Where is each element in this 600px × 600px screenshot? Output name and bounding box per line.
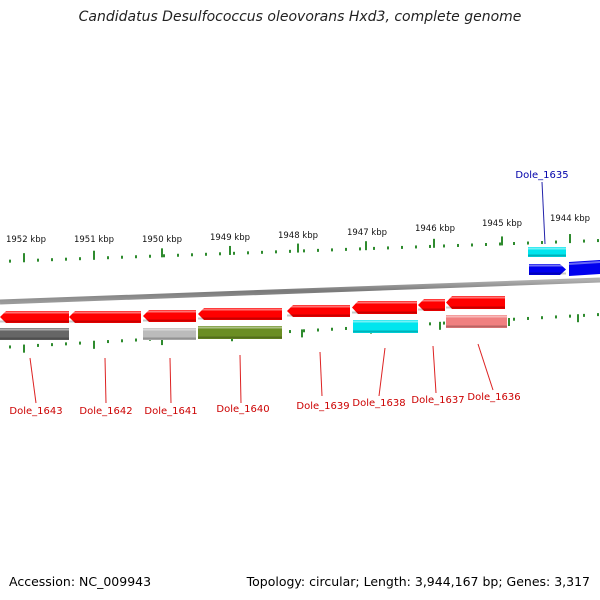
gene-labels: Dole_1643 Dole_1642 Dole_1641 Dole_1640 Dole… — [9, 170, 568, 417]
gene-arrow — [529, 264, 566, 275]
gene-label[interactable]: Dole_1635 — [515, 170, 568, 181]
gene-arrow — [143, 328, 196, 340]
kbp-scale-labels: 1952 kbp 1951 kbp 1950 kbp 1949 kbp 1948 kbp… — [6, 214, 590, 245]
kbp-label: 1945 kbp — [482, 219, 522, 229]
gene-arrow — [353, 320, 418, 333]
gene-highlight — [568, 261, 600, 265]
label-leader — [319, 351, 323, 397]
gene-label[interactable]: Dole_1636 — [467, 392, 520, 403]
label-leader — [432, 345, 437, 394]
accession-text: Accession: NC_009943 — [9, 574, 152, 589]
genome-summary: Topology: circular; Length: 3,944,167 bp… — [246, 574, 590, 589]
kbp-label: 1948 kbp — [278, 231, 318, 241]
gene-label[interactable]: Dole_1638 — [352, 398, 405, 409]
kbp-label: 1944 kbp — [550, 214, 590, 224]
gene-arrow — [569, 260, 600, 276]
gene-arrow — [69, 311, 141, 323]
gene-arrow — [143, 310, 196, 322]
gene-arrow — [446, 296, 505, 309]
gene-arrow — [0, 328, 69, 340]
label-leader — [169, 357, 172, 404]
kbp-label: 1952 kbp — [6, 235, 46, 245]
label-leader — [477, 343, 494, 391]
outer-tick-ring — [9, 234, 599, 263]
kbp-label: 1951 kbp — [74, 235, 114, 245]
label-leader — [104, 357, 107, 404]
label-leader — [541, 181, 546, 245]
label-leader — [239, 354, 242, 404]
kbp-label: 1946 kbp — [415, 224, 455, 234]
gene-features — [0, 247, 600, 340]
gene-arrow — [418, 299, 445, 311]
gene-arrow — [198, 326, 282, 339]
gene-label[interactable]: Dole_1637 — [411, 395, 464, 406]
gene-arrow — [0, 311, 69, 323]
kbp-label: 1950 kbp — [142, 235, 182, 245]
kbp-label: 1947 kbp — [347, 228, 387, 238]
gene-arrow — [528, 247, 566, 257]
genome-backbone — [0, 277, 600, 305]
gene-label[interactable]: Dole_1641 — [144, 406, 197, 417]
gene-label[interactable]: Dole_1639 — [296, 401, 349, 412]
gene-label[interactable]: Dole_1640 — [216, 404, 269, 415]
gene-arrow — [352, 301, 417, 314]
gene-arrow — [287, 305, 350, 317]
gene-label[interactable]: Dole_1643 — [9, 406, 62, 417]
gene-arrow — [198, 308, 282, 320]
label-leader — [29, 357, 37, 404]
gene-label[interactable]: Dole_1642 — [79, 406, 132, 417]
map-title: Candidatus Desulfococcus oleovorans Hxd3… — [78, 9, 522, 25]
kbp-label: 1949 kbp — [210, 233, 250, 243]
label-leader — [378, 347, 386, 397]
gene-arrow — [446, 315, 507, 328]
